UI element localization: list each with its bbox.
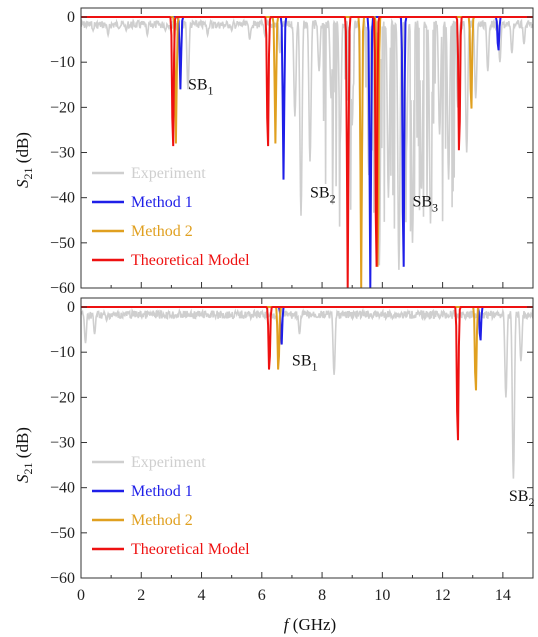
x-tick-label: 2 bbox=[137, 587, 145, 604]
series-experiment-bottom bbox=[81, 307, 533, 479]
x-tick-label: 6 bbox=[258, 587, 266, 604]
annotation-sb2: SB2 bbox=[310, 185, 336, 206]
legend-label-top: Theoretical Model bbox=[131, 252, 250, 269]
y-tick-label: 0 bbox=[67, 9, 75, 26]
x-tick-label: 4 bbox=[198, 587, 206, 604]
y-tick-label: −10 bbox=[50, 54, 75, 71]
legend-label-top: Experiment bbox=[131, 165, 206, 182]
legend-label-bottom: Experiment bbox=[131, 454, 206, 471]
y-tick-label: −60 bbox=[50, 280, 75, 297]
plot-area-top bbox=[81, 16, 533, 288]
axes-frame-top bbox=[80, 7, 534, 289]
x-axis-label: f (GHz) bbox=[284, 615, 336, 634]
series-theoretical-model-top bbox=[81, 16, 533, 288]
series-theoretical-model-bottom bbox=[81, 306, 533, 441]
y-tick-label: 0 bbox=[67, 299, 75, 316]
panel-top: 0 −10 −20 −30 −40 −50 −60 Experiment Method 1 Met… bbox=[50, 7, 534, 297]
plot-area-bottom bbox=[81, 306, 533, 479]
annotation-sb1: SB1 bbox=[292, 353, 318, 374]
legend-label-bottom: Theoretical Model bbox=[131, 541, 250, 558]
y-tick-label: −20 bbox=[50, 389, 75, 406]
y-axis-label-top: S21 (dB) bbox=[13, 132, 35, 188]
y-tick-label: −40 bbox=[50, 190, 75, 207]
x-tick-label: 0 bbox=[77, 587, 85, 604]
annotation-sb1: SB1 bbox=[188, 76, 214, 97]
y-tick-label: −50 bbox=[50, 235, 75, 252]
axes-frame-bottom bbox=[80, 297, 534, 579]
y-tick-label: −40 bbox=[50, 480, 75, 497]
y-tick-label: −60 bbox=[50, 570, 75, 587]
y-tick-label: −10 bbox=[50, 344, 75, 361]
annotation-sb3: SB3 bbox=[412, 194, 438, 215]
y-tick-label: −30 bbox=[50, 435, 75, 452]
y-tick-label: −50 bbox=[50, 525, 75, 542]
x-tick-label: 12 bbox=[435, 587, 451, 604]
legend-label-bottom: Method 1 bbox=[131, 483, 193, 500]
y-axis-label-bottom: S21 (dB) bbox=[13, 427, 35, 483]
y-tick-label: −20 bbox=[50, 99, 75, 116]
legend-label-top: Method 2 bbox=[131, 223, 193, 240]
x-tick-label: 14 bbox=[495, 587, 511, 604]
x-tick-label: 8 bbox=[318, 587, 326, 604]
panel-bottom: 0 2 4 6 8 10 12 14 0 −10 −20 −30 −40 −50 −60 Experiment… bbox=[50, 297, 535, 604]
legend-label-bottom: Method 2 bbox=[131, 512, 193, 529]
legend-label-top: Method 1 bbox=[131, 194, 193, 211]
annotation-sb2: SB2 bbox=[509, 488, 535, 509]
y-tick-label: −30 bbox=[50, 145, 75, 162]
x-tick-label: 10 bbox=[374, 587, 390, 604]
